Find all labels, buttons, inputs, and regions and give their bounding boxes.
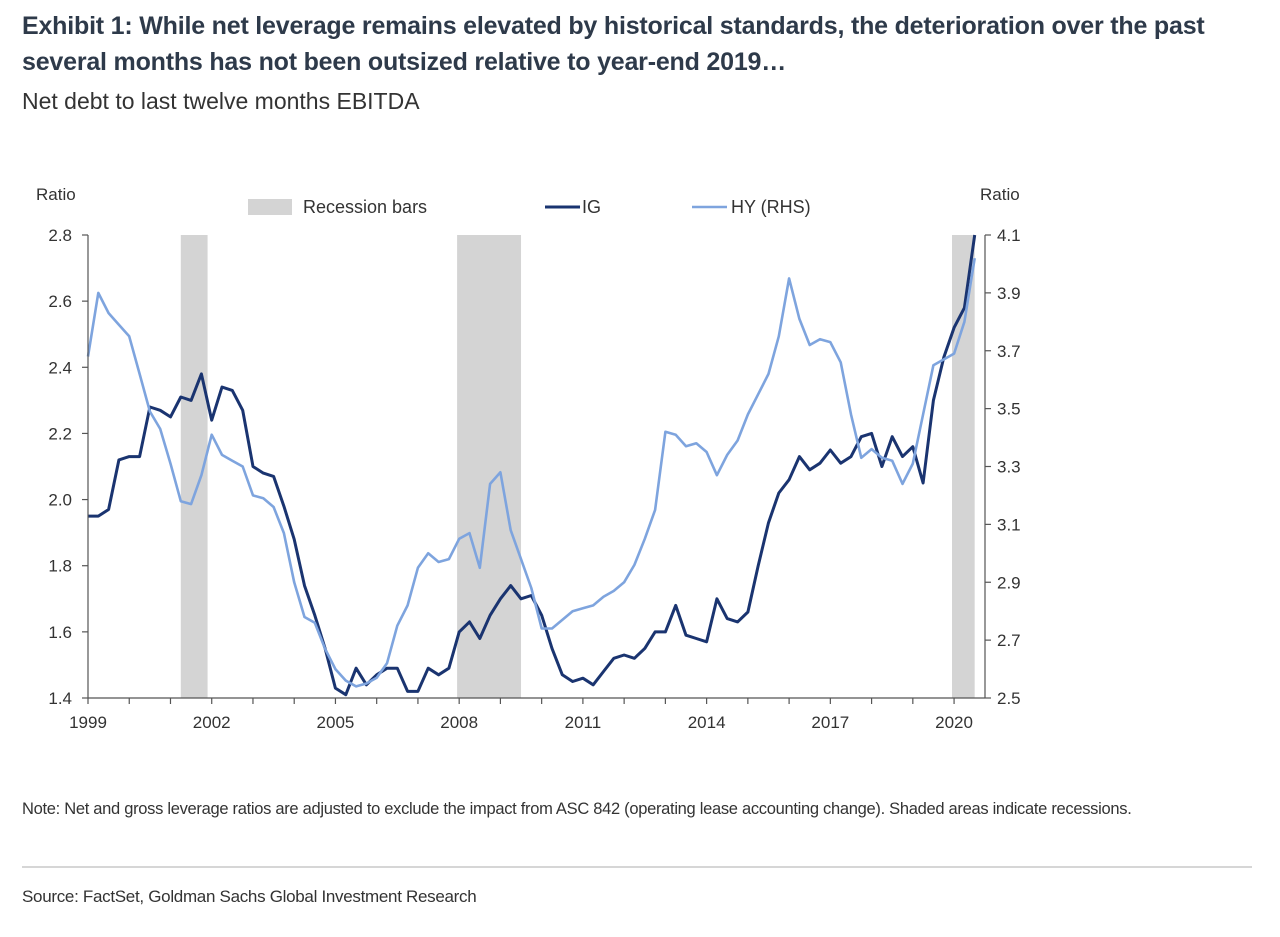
right-tick-label: 2.5 xyxy=(997,689,1021,708)
right-tick-label: 3.7 xyxy=(997,342,1021,361)
legend-label-ig: IG xyxy=(582,197,601,217)
left-tick-label: 2.8 xyxy=(48,226,72,245)
right-tick-label: 2.9 xyxy=(997,573,1021,592)
left-tick-label: 1.4 xyxy=(48,689,72,708)
right-tick-label: 3.1 xyxy=(997,515,1021,534)
recession-bar xyxy=(952,235,975,698)
x-tick-label: 2011 xyxy=(565,713,602,732)
left-tick-label: 1.6 xyxy=(48,623,72,642)
left-tick-label: 2.4 xyxy=(48,358,72,377)
x-tick-label: 2020 xyxy=(935,713,973,732)
source-text: Source: FactSet, Goldman Sachs Global In… xyxy=(22,887,477,906)
left-tick-label: 1.8 xyxy=(48,557,72,576)
right-tick-label: 2.7 xyxy=(997,631,1021,650)
right-axis-title: Ratio xyxy=(980,185,1020,204)
x-tick-label: 2014 xyxy=(688,713,726,732)
legend-label-recession: Recession bars xyxy=(303,197,427,217)
left-tick-label: 2.2 xyxy=(48,424,72,443)
x-tick-label: 2002 xyxy=(193,713,231,732)
recession-bars xyxy=(180,235,975,698)
right-tick-label: 3.3 xyxy=(997,458,1021,477)
x-tick-label: 1999 xyxy=(69,713,107,732)
chart-subtitle: Net debt to last twelve months EBITDA xyxy=(22,88,420,114)
x-tick-label: 2005 xyxy=(317,713,355,732)
left-tick-label: 2.6 xyxy=(48,292,72,311)
x-tick-label: 2017 xyxy=(811,713,849,732)
legend: Recession bars IG HY (RHS) xyxy=(248,197,811,217)
left-axis-title: Ratio xyxy=(36,185,76,204)
hy-series-line xyxy=(86,257,976,688)
recession-bar xyxy=(457,235,522,698)
right-tick-label: 3.9 xyxy=(997,284,1021,303)
right-tick-label: 3.5 xyxy=(997,400,1021,419)
legend-swatch-recession xyxy=(248,199,292,215)
chart: 1.4 1.6 1.8 2.0 2.2 2.4 2.6 2.8 2.5 2.7 2.9 3.1 3.3 3… xyxy=(36,185,1021,732)
chart-title: Exhibit 1: While net leverage remains el… xyxy=(22,12,1205,76)
axes: 1.4 1.6 1.8 2.0 2.2 2.4 2.6 2.8 2.5 2.7 2.9 3.1 3.3 3… xyxy=(36,185,1021,732)
divider xyxy=(22,866,1252,868)
right-tick-label: 4.1 xyxy=(997,226,1021,245)
series-lines xyxy=(86,234,977,697)
left-tick-label: 2.0 xyxy=(48,491,72,510)
footnote: Note: Net and gross leverage ratios are … xyxy=(22,800,1132,818)
x-tick-label: 2008 xyxy=(440,713,478,732)
legend-label-hy: HY (RHS) xyxy=(731,197,811,217)
ig-series-line xyxy=(88,234,977,697)
